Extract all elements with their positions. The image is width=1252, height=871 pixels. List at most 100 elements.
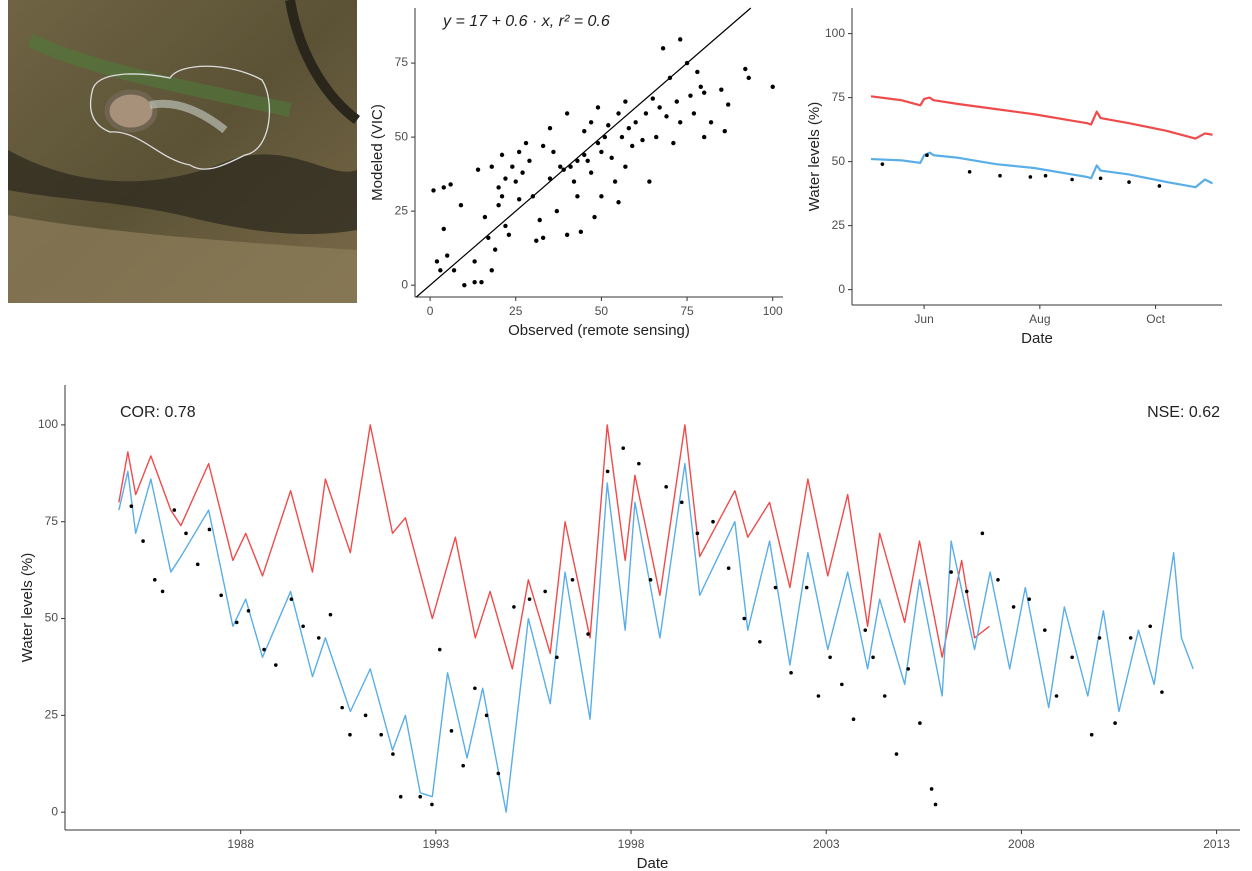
data-point [851,717,856,722]
data-point [551,149,556,155]
data-point [719,87,724,92]
data-point [262,647,266,652]
data-point [1127,180,1131,184]
data-point [534,238,539,243]
x-tick-label: 1993 [422,837,449,851]
data-point [599,194,604,199]
data-point [496,203,501,208]
data-point [431,188,436,193]
data-point [1043,173,1048,178]
data-point [647,179,652,184]
data-point [588,120,594,125]
data-point [160,589,165,594]
data-point [473,686,477,691]
data-point [513,179,518,184]
data-point [998,173,1002,178]
data-point [626,126,632,131]
data-point [623,99,628,104]
y-tick-label: 75 [45,514,59,528]
series-line [118,424,990,670]
y-axis-title: Modeled (VIC) [369,104,386,201]
data-point [207,527,212,532]
data-point [472,279,477,285]
x-tick-label: 2013 [1203,837,1230,851]
x-tick-label: 50 [595,304,609,318]
data-point [503,223,508,229]
data-point [609,155,614,161]
data-point [441,226,446,232]
data-point [691,111,697,116]
data-point [863,628,868,632]
data-point [1043,628,1047,632]
data-point [980,531,985,536]
data-point [1098,176,1103,181]
data-point [486,235,491,240]
data-point [172,508,177,512]
data-point [882,694,887,698]
data-point [633,120,638,125]
data-point [595,140,601,146]
data-point [637,461,641,466]
data-point [492,247,498,252]
data-point [678,120,683,125]
data-point [489,268,494,273]
data-point [654,134,659,140]
data-point [679,500,684,505]
y-tick-label: 100 [38,417,58,431]
data-point [499,152,505,158]
data-point [688,93,693,98]
data-point [316,636,321,640]
data-point [379,732,383,737]
data-point [616,200,621,205]
data-point [746,75,751,81]
data-point [141,539,145,543]
data-point [585,158,590,163]
data-point [671,140,676,146]
data-point [530,194,536,199]
data-point [489,164,494,169]
data-point [640,137,645,143]
data-point [743,66,748,72]
y-tick-label: 25 [832,218,846,232]
data-point [273,663,278,667]
data-point [571,179,577,184]
data-point [664,114,669,119]
data-point [725,102,731,107]
data-point [789,670,793,675]
data-point [588,170,594,175]
data-point [328,612,333,617]
data-point [475,167,481,172]
data-point [482,214,488,220]
data-point [592,214,597,220]
data-point [967,170,972,174]
y-tick-label: 0 [838,282,845,296]
data-point [434,259,440,264]
data-point [527,597,532,601]
data-point [722,128,727,134]
y-tick-label: 0 [51,804,58,818]
y-tick-label: 75 [832,90,846,104]
data-point [152,578,157,582]
data-point [558,164,563,169]
data-point [1070,655,1074,660]
y-tick-label: 50 [832,154,846,168]
data-point [554,208,560,214]
data-point [234,620,239,625]
data-point [871,655,875,660]
y-tick-label: 25 [45,708,59,722]
data-point [698,84,703,89]
data-point [441,185,446,190]
y-tick-label: 25 [395,203,409,217]
x-tick-label: Oct [1146,312,1165,326]
data-point [398,794,403,799]
annotation: NSE: 0.62 [1147,404,1220,421]
data-point [701,134,707,140]
x-tick-label: 0 [427,304,434,318]
data-point [479,279,484,285]
x-tick-label: 100 [763,304,783,318]
x-tick-label: 25 [509,304,523,318]
data-point [184,531,188,536]
data-point [1113,721,1117,725]
data-point [949,570,953,574]
